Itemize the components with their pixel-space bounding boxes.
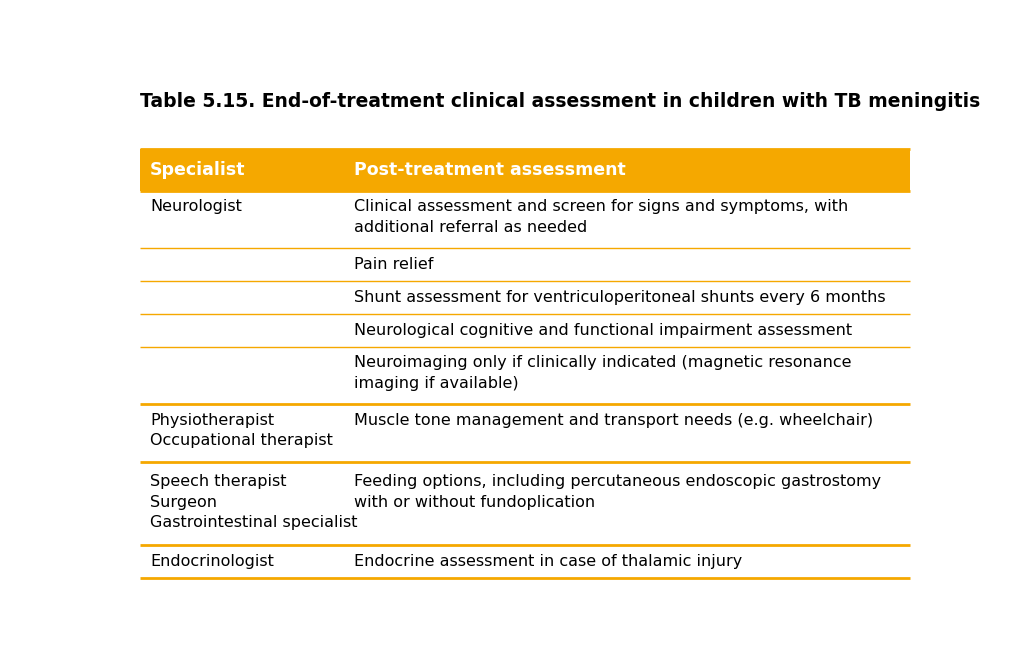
FancyBboxPatch shape	[140, 461, 909, 545]
Text: Neurologist: Neurologist	[151, 199, 242, 214]
FancyBboxPatch shape	[140, 314, 909, 347]
Text: Endocrine assessment in case of thalamic injury: Endocrine assessment in case of thalamic…	[354, 554, 742, 569]
Text: Table 5.15. End-of-treatment clinical assessment in children with TB meningitis: Table 5.15. End-of-treatment clinical as…	[140, 92, 980, 112]
FancyBboxPatch shape	[140, 281, 909, 314]
Text: Specialist: Specialist	[151, 161, 246, 179]
Text: Shunt assessment for ventriculoperitoneal shunts every 6 months: Shunt assessment for ventriculoperitonea…	[354, 290, 886, 305]
FancyBboxPatch shape	[140, 248, 909, 281]
FancyBboxPatch shape	[140, 347, 909, 404]
Text: Post-treatment assessment: Post-treatment assessment	[354, 161, 626, 179]
FancyBboxPatch shape	[140, 149, 909, 578]
Text: Pain relief: Pain relief	[354, 257, 433, 272]
FancyBboxPatch shape	[140, 404, 909, 461]
Text: Clinical assessment and screen for signs and symptoms, with
additional referral : Clinical assessment and screen for signs…	[354, 199, 849, 234]
FancyBboxPatch shape	[140, 191, 909, 248]
FancyBboxPatch shape	[140, 545, 909, 578]
Text: Feeding options, including percutaneous endoscopic gastrostomy
with or without f: Feeding options, including percutaneous …	[354, 474, 882, 509]
FancyBboxPatch shape	[140, 149, 909, 191]
Text: Physiotherapist
Occupational therapist: Physiotherapist Occupational therapist	[151, 413, 333, 448]
Text: Speech therapist
Surgeon
Gastrointestinal specialist: Speech therapist Surgeon Gastrointestina…	[151, 474, 357, 530]
Text: Neuroimaging only if clinically indicated (magnetic resonance
imaging if availab: Neuroimaging only if clinically indicate…	[354, 355, 852, 390]
Text: Endocrinologist: Endocrinologist	[151, 554, 274, 569]
Text: Muscle tone management and transport needs (e.g. wheelchair): Muscle tone management and transport nee…	[354, 413, 873, 428]
Text: Neurological cognitive and functional impairment assessment: Neurological cognitive and functional im…	[354, 323, 852, 338]
